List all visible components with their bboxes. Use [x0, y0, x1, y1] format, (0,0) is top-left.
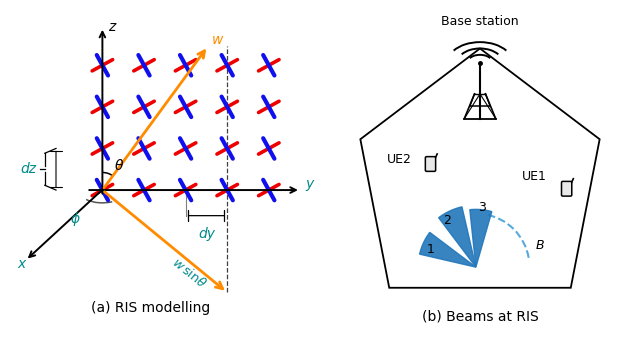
Text: 1: 1 — [426, 243, 435, 256]
Polygon shape — [420, 232, 476, 267]
Text: UE1: UE1 — [522, 170, 547, 183]
Text: UE2: UE2 — [387, 153, 412, 166]
Text: 2: 2 — [443, 214, 451, 227]
Text: $\theta$: $\theta$ — [114, 158, 124, 173]
Polygon shape — [470, 209, 492, 267]
Polygon shape — [438, 207, 476, 267]
Text: Base station: Base station — [441, 15, 519, 28]
Text: $\phi$: $\phi$ — [70, 210, 81, 228]
Text: dz: dz — [21, 162, 37, 176]
Text: B: B — [536, 239, 545, 252]
FancyBboxPatch shape — [426, 157, 436, 171]
Text: (a) RIS modelling: (a) RIS modelling — [91, 301, 210, 316]
Text: z: z — [108, 20, 115, 34]
FancyBboxPatch shape — [561, 181, 572, 196]
Text: (b) Beams at RIS: (b) Beams at RIS — [422, 310, 538, 324]
Text: dy: dy — [198, 227, 215, 241]
Text: w: w — [212, 32, 223, 47]
Text: 3: 3 — [478, 201, 486, 214]
Text: y: y — [306, 177, 314, 191]
Text: $w\,\sin\!\theta$: $w\,\sin\!\theta$ — [170, 255, 209, 291]
Text: x: x — [18, 257, 26, 271]
